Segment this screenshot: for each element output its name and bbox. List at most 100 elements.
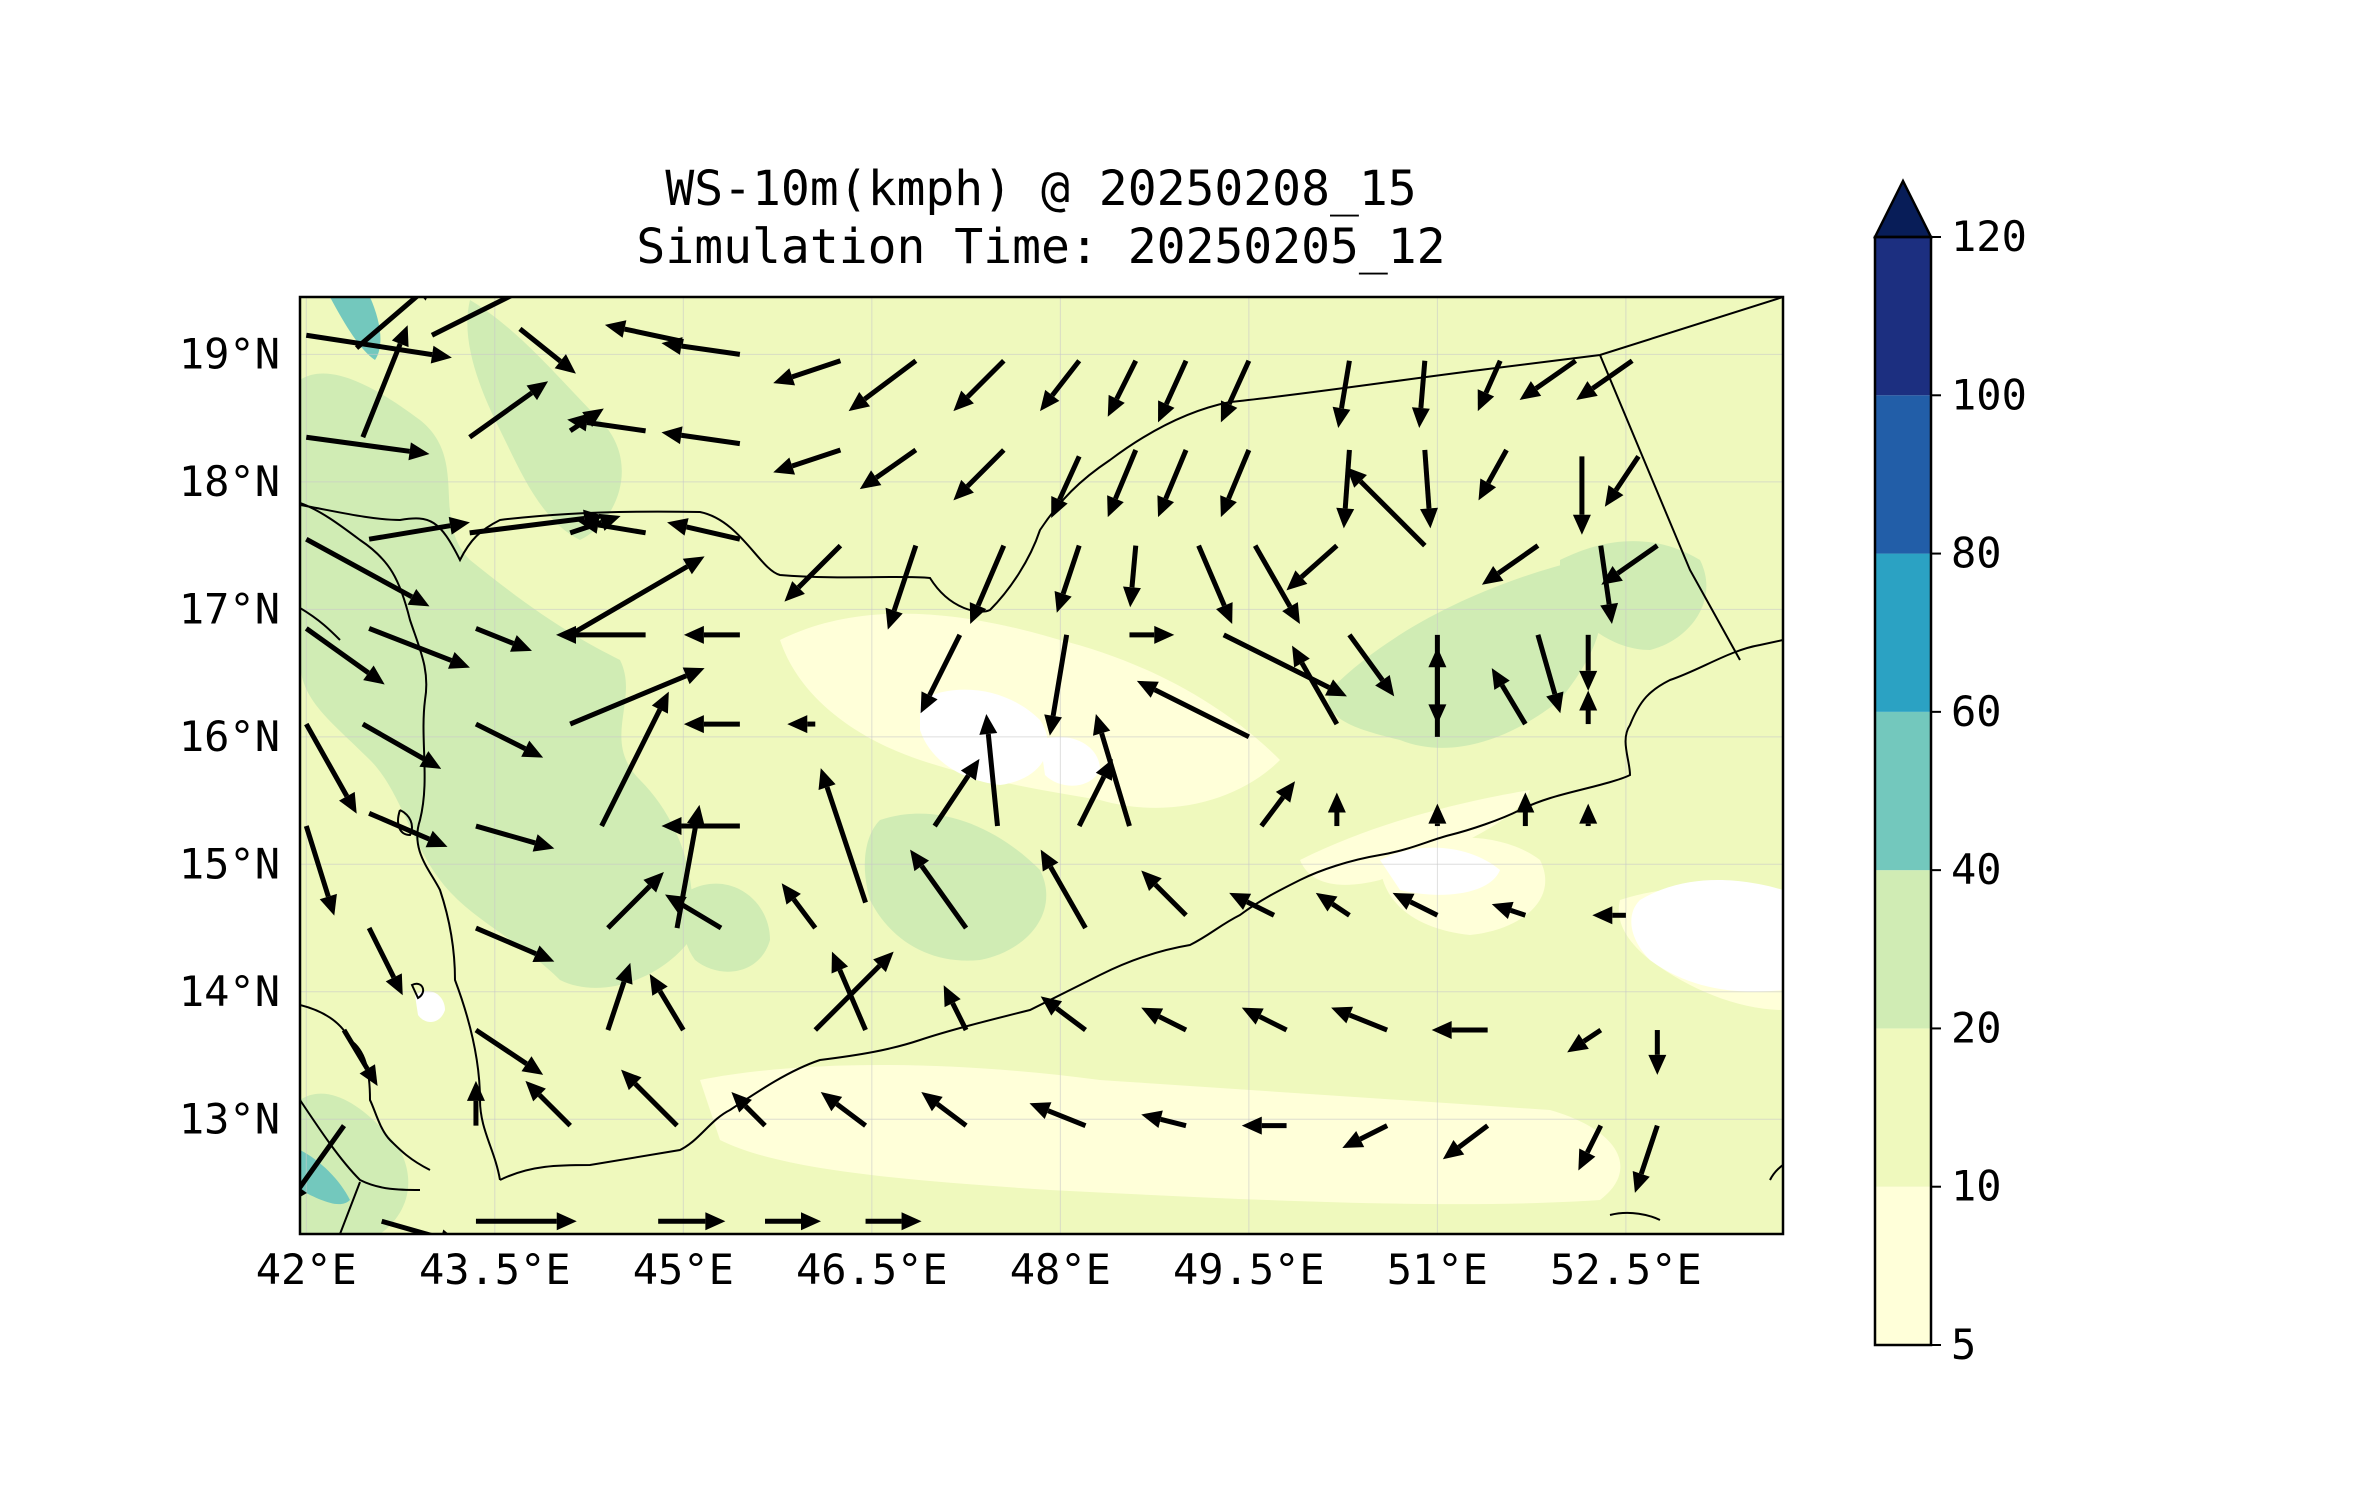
wind-vector-head — [1632, 1171, 1650, 1193]
wind-vector — [475, 626, 532, 652]
wind-vector-head — [1481, 565, 1504, 585]
contour-20-40-central-2 — [683, 883, 770, 972]
wind-vector-shaft — [1153, 687, 1250, 740]
wind-vector-shaft — [657, 989, 686, 1032]
wind-vector-shaft — [469, 516, 585, 536]
y-tick-label: 19°N — [179, 329, 280, 378]
wind-vector-shaft — [1259, 795, 1286, 828]
wind-vector-head — [525, 1080, 546, 1102]
wind-vector-head — [885, 607, 903, 630]
wind-vector — [1107, 359, 1138, 417]
wind-vector-shaft — [1226, 449, 1252, 500]
wind-vector-shaft — [1252, 544, 1293, 608]
title-line-1: WS-10m(kmph) @ 20250208_15 — [665, 161, 1417, 217]
wind-vector — [665, 894, 723, 931]
wind-vector — [1141, 870, 1188, 918]
wind-vector-head — [683, 625, 704, 644]
wind-vector — [1051, 455, 1082, 518]
wind-vector — [661, 426, 741, 447]
wind-vector-shaft — [1057, 455, 1082, 501]
wind-vector — [1519, 358, 1578, 400]
wind-vector-head — [901, 1212, 922, 1231]
wind-vector-shaft — [1245, 899, 1276, 918]
wind-vector — [848, 358, 918, 412]
wind-vector-head — [567, 413, 589, 432]
wind-vector-shaft — [1331, 901, 1351, 918]
wind-vector-head — [921, 1092, 943, 1112]
wind-vector — [604, 320, 684, 345]
wind-vector-shaft — [305, 434, 411, 454]
wind-vector — [305, 537, 430, 607]
wind-vector-head — [818, 768, 836, 790]
wind-vector — [932, 758, 980, 828]
wind-vector-head — [667, 518, 689, 536]
colorbar-segment — [1875, 1186, 1931, 1345]
wind-vector-shaft — [475, 626, 515, 646]
wind-vector-head — [1601, 565, 1623, 585]
wind-vector-shaft — [891, 544, 919, 612]
wind-vector — [649, 974, 686, 1032]
wind-vector-head — [1592, 906, 1613, 925]
wind-vector-head — [532, 945, 555, 963]
wind-vector-shaft — [674, 824, 699, 929]
colorbar-frame — [1873, 235, 1933, 1347]
wind-vector — [1331, 1006, 1389, 1033]
wind-vector-head — [1325, 679, 1347, 697]
wind-vector-head — [1579, 803, 1598, 824]
wind-vector-shaft — [468, 390, 534, 440]
wind-vector-shaft — [919, 864, 969, 930]
wind-vector-shaft — [1055, 1006, 1087, 1033]
wind-vector-head — [1491, 901, 1514, 919]
yemen-oman-border — [1599, 354, 1741, 661]
wind-vector — [1579, 634, 1598, 691]
wind-vector — [1579, 803, 1598, 827]
wind-vector-head — [953, 479, 974, 501]
wind-vector-head — [649, 974, 668, 996]
wind-vector — [518, 326, 576, 374]
wind-vector-head — [1572, 514, 1591, 535]
x-tick-label: 42°E — [256, 1245, 357, 1294]
wind-vector-head — [1332, 406, 1351, 428]
horn-of-africa-coast — [300, 1004, 431, 1234]
wind-vector — [787, 715, 816, 734]
wind-vector-head — [1107, 495, 1124, 518]
wind-vector-head — [784, 581, 805, 602]
wind-vector-head — [1392, 892, 1415, 910]
wind-vector — [1229, 892, 1276, 918]
wind-vector-shaft — [1613, 454, 1641, 492]
wind-vector — [1259, 781, 1296, 828]
colorbar-tick-label: 5 — [1951, 1320, 1976, 1369]
map-axes-frame — [298, 295, 1785, 1236]
wind-vector-shaft — [368, 626, 453, 663]
wind-vector-head — [1411, 407, 1430, 428]
wind-vector — [474, 721, 544, 758]
wind-vector — [606, 872, 664, 930]
wind-vector-shaft — [1499, 683, 1528, 726]
wind-vector-shaft — [569, 673, 688, 727]
wind-vector-shaft — [837, 969, 868, 1032]
wind-vector-shaft — [1299, 543, 1339, 579]
wind-vector-head — [1442, 1140, 1465, 1160]
wind-vector-shaft — [824, 786, 868, 904]
wind-vector-shaft — [474, 1027, 528, 1066]
wind-vector-shaft — [633, 1082, 679, 1128]
wind-vector-head — [960, 758, 980, 781]
wind-vector-head — [391, 325, 409, 348]
wind-vector — [1044, 634, 1070, 736]
wind-vector — [1592, 906, 1626, 925]
wind-vector-head — [425, 830, 448, 848]
wind-vector — [1598, 545, 1619, 624]
wind-vector-head — [1516, 792, 1535, 813]
wind-vector-shaft — [680, 432, 741, 447]
wind-vector-head — [544, 268, 566, 285]
wind-vector — [1411, 360, 1430, 428]
wind-vector-shaft — [1339, 360, 1352, 409]
wind-vector-head — [831, 951, 849, 974]
wind-vector-head — [521, 740, 544, 758]
wind-vector-shaft — [965, 448, 1006, 489]
wind-vector-shaft — [1048, 865, 1088, 930]
wind-vector-shaft — [863, 358, 918, 402]
wind-vector-head — [430, 345, 452, 364]
wind-vector — [1491, 668, 1528, 726]
wind-vector-head — [943, 985, 961, 1008]
